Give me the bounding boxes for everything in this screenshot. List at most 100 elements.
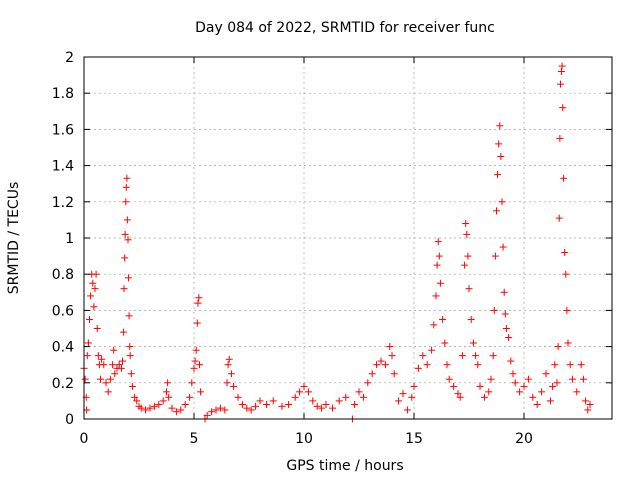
data-point [181,401,189,409]
data-point [377,357,385,365]
data-point [191,357,199,365]
data-point [98,355,106,363]
data-point [121,254,129,262]
data-point [122,198,130,206]
y-tick-label: 1.6 [52,122,74,138]
y-tick-label: 1 [65,231,74,247]
axis-ticks: 0 5 10 15 20 0 0.2 0.4 0.6 0.8 1 1.2 1.4 1.6 1.8 2 [52,50,612,447]
data-point [329,404,337,412]
data-point [351,401,359,409]
data-point [497,153,505,161]
data-point [115,361,123,369]
data-point [102,379,110,387]
data-point [386,343,394,351]
data-point [428,346,436,354]
data-point [212,406,220,414]
data-point [560,174,568,182]
data-point [92,270,100,278]
data-point [188,379,196,387]
x-axis-label: GPS time / hours [286,458,403,474]
data-point [439,315,447,323]
data-point [364,379,372,387]
data-point [465,285,473,293]
data-point [133,397,141,405]
data-point [123,174,131,182]
data-point [296,388,304,396]
data-point [414,364,422,372]
data-point [192,346,200,354]
data-point [557,80,565,88]
data-point [269,397,277,405]
data-point [566,361,574,369]
data-point [243,404,251,412]
data-point [573,388,581,396]
data-point [555,214,563,222]
data-point [252,402,260,410]
data-point [433,261,441,269]
data-point [509,370,517,378]
data-point [119,357,126,365]
data-point [556,134,564,142]
data-point [498,198,506,206]
data-point [84,339,92,347]
data-point [322,401,330,409]
data-point [403,406,411,414]
data-point [586,401,594,409]
data-point [461,261,469,269]
data-point [568,375,576,383]
data-point [335,397,343,405]
data-point [164,379,172,387]
x-tick-label: 5 [190,431,199,447]
data-point [584,406,592,414]
data-point [464,252,472,260]
data-point [89,279,97,287]
x-tick-label: 20 [515,431,533,447]
data-point [463,230,471,238]
data-point [533,401,541,409]
data-point [177,406,185,414]
data-point [559,104,567,112]
data-point [507,357,515,365]
data-point [87,292,95,300]
data-point [419,352,427,360]
data-point [553,379,561,387]
data-point [516,388,524,396]
data-point [104,388,112,396]
data-point [561,248,569,256]
plot-frame [83,56,613,420]
y-tick-label: 1.4 [52,159,74,175]
y-tick-label: 0.4 [52,340,74,356]
data-point [230,382,238,390]
data-point [123,216,131,224]
data-point [131,393,139,401]
data-point [501,310,509,318]
data-point [224,361,232,369]
data-point [458,352,466,360]
y-tick-label: 0.2 [52,376,74,392]
data-point [388,352,396,360]
data-point [117,364,125,372]
x-tick-label: 0 [80,431,89,447]
data-point [435,252,443,260]
data-point [122,183,130,191]
data-point [557,67,565,75]
data-point [225,355,233,363]
data-point [359,393,367,401]
data-point [208,408,216,416]
data-point [313,402,321,410]
data-point [285,401,293,409]
data-points [80,62,594,423]
data-point [445,375,453,383]
data-point [142,406,150,414]
data-point [247,406,255,414]
data-point [511,379,519,387]
data-point [524,375,532,383]
data-point [554,343,562,351]
x-tick-label: 10 [295,431,313,447]
data-point [490,306,498,314]
y-tick-label: 0.8 [52,267,74,283]
data-point [502,325,510,332]
grid-lines [84,57,612,419]
data-point [395,397,403,405]
data-point [443,361,451,369]
